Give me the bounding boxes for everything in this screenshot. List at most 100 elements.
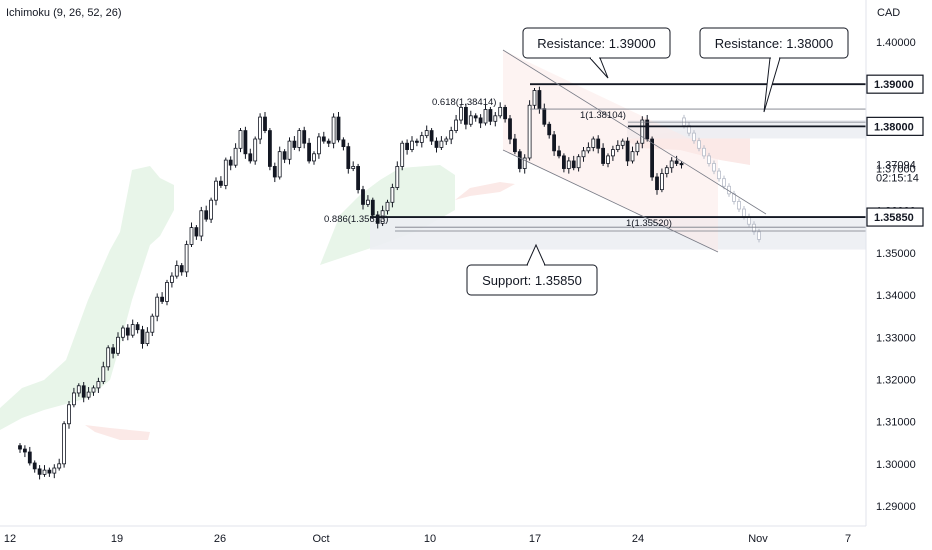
candle-body [184,244,189,273]
candle-body [140,329,145,344]
price-tag: 1.38000 [866,116,924,136]
candle-body [307,142,312,162]
candle-body [625,140,630,162]
projected-body [717,170,721,180]
candle [645,114,650,142]
candle-body [611,149,615,157]
time-axis[interactable]: 12 19 26 Oct 10 17 24 Nov 7 [4,533,851,545]
candle [635,140,640,156]
candle [67,400,71,429]
candle [116,332,120,356]
price-tag-text: 1.39000 [874,79,914,91]
candle [228,156,233,171]
candle [111,344,115,359]
candle-body [365,199,370,205]
candle [267,128,272,171]
candle-body [552,134,556,152]
price-tag-text: 1.38000 [874,121,914,133]
candle [18,443,22,453]
price-axis[interactable]: 1.400001.390001.380001.370001.360001.350… [876,37,916,513]
candle [483,104,488,126]
candle-body [596,138,601,149]
candle-body [527,104,532,159]
candle [214,177,218,206]
candle-body [18,445,22,450]
callout[interactable]: Support: 1.35850 [466,243,598,296]
indicator-label[interactable]: Ichimoku (9, 26, 52, 26) [6,7,122,19]
drawings: 0.618(1.38414) 1(1.38104) 0.886(1.35613) 1(… [324,49,866,253]
cloud-bearish [85,425,150,440]
candle [263,112,267,134]
candle [135,322,140,334]
candle [351,161,356,172]
candle-body [576,156,581,169]
projected-body [757,231,761,240]
candle-body [302,130,307,144]
candle [385,199,390,215]
candle-body [532,90,537,106]
candle-body [150,315,155,333]
candle-body [454,119,459,131]
candle-body [410,140,414,150]
candle-body [228,159,233,166]
candle [414,138,419,147]
candle [233,143,238,168]
candle [361,185,365,210]
candle [532,87,537,110]
candle-body [101,366,106,382]
candle [571,155,576,171]
channel-upper [502,49,767,215]
candle-body [581,150,586,158]
projected-body [682,117,686,126]
candle-body [537,90,542,110]
candle [277,146,282,180]
x-tick-label: 24 [632,533,644,545]
candle [522,154,527,174]
candle [22,445,27,458]
candle [184,240,189,277]
candle [238,128,243,153]
candle-body [96,381,101,389]
candle [160,292,165,304]
candle-body [22,448,27,453]
candle-body [635,142,640,153]
candle-body [204,210,209,220]
candle [400,140,405,171]
last-price-label: 1.37094 [876,160,916,172]
candle [209,197,214,223]
candle [488,106,493,126]
price-tag: 1.39000 [866,74,924,94]
candle-body [650,138,654,178]
candle-body [331,116,336,144]
candle [194,225,199,240]
candle-body [395,166,400,188]
y-tick-label: 1.34000 [876,290,916,302]
candle-body [287,140,292,160]
candle-body [414,140,419,143]
candle [630,146,635,164]
candle [52,464,57,479]
candle [165,279,169,306]
candle-body [223,159,228,186]
candle-body [243,130,248,155]
candle-body [81,385,86,398]
x-tick-label: 19 [111,533,123,545]
candle [253,136,258,165]
candle [321,131,326,144]
fib-label: 0.618(1.38414) [432,97,496,108]
candle [76,383,81,397]
candle [390,183,395,208]
candle [640,116,645,149]
candle [145,327,150,347]
candle [547,121,552,139]
candle [625,137,630,167]
callout[interactable]: Resistance: 1.39000 [522,27,671,79]
candle-body [218,180,223,186]
callout[interactable]: Resistance: 1.38000 [699,27,849,113]
candle-body [620,140,625,146]
candle [32,460,37,473]
candle [478,114,483,129]
candle [316,133,321,159]
